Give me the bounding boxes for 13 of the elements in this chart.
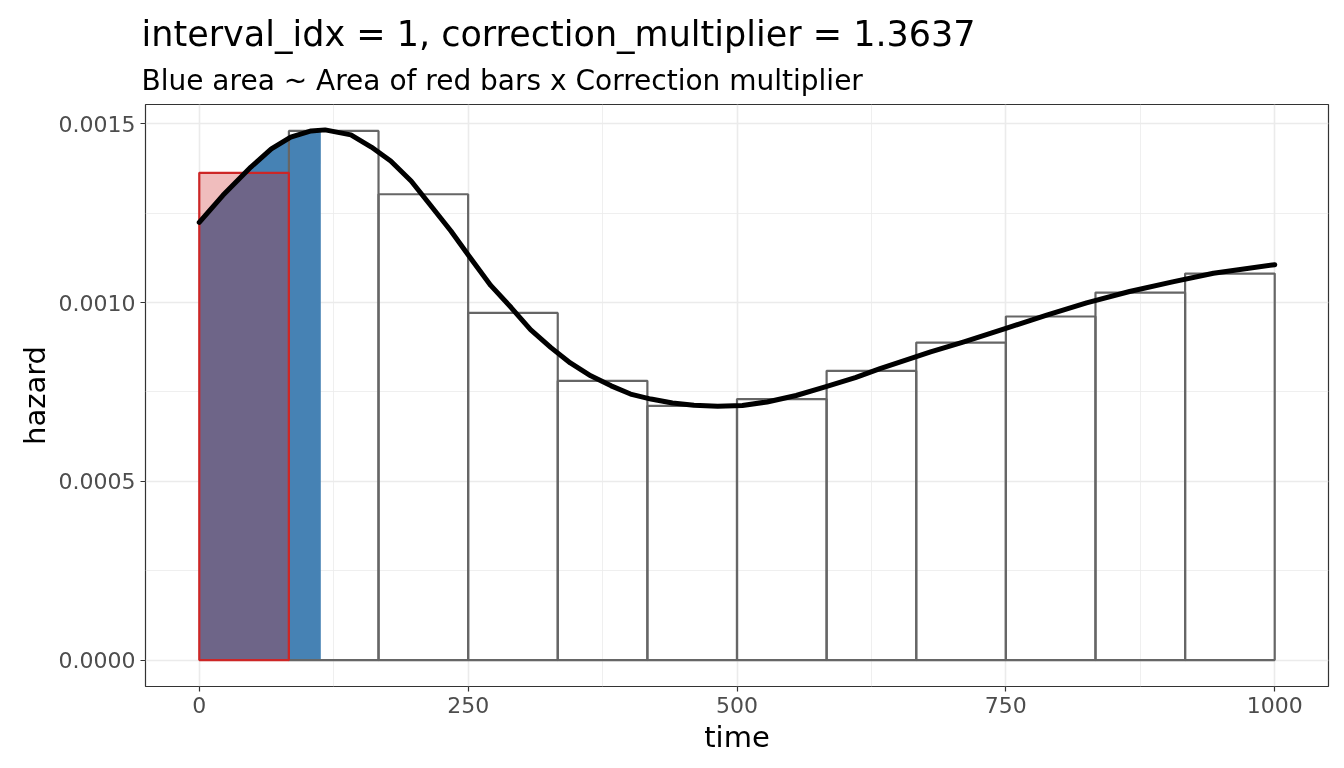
chart-title: interval_idx = 1, correction_multiplier = 1.3637: [141, 13, 976, 54]
x-tick-label: 750: [984, 692, 1027, 718]
x-tick-label: 0: [192, 692, 207, 718]
y-axis-title: hazard: [17, 346, 52, 445]
x-tick-label: 500: [716, 692, 758, 718]
chart-subtitle: Blue area ~ Area of red bars x Correction multiplier: [141, 63, 864, 97]
x-tick-label: 250: [447, 692, 490, 718]
x-tick-label: 1000: [1246, 692, 1303, 718]
y-tick-label: 0.0015: [58, 111, 136, 137]
y-tick-label: 0.0010: [58, 290, 136, 316]
y-tick-label: 0.0000: [58, 648, 136, 674]
x-axis-title: time: [704, 719, 770, 754]
y-tick-label: 0.0005: [58, 469, 136, 495]
